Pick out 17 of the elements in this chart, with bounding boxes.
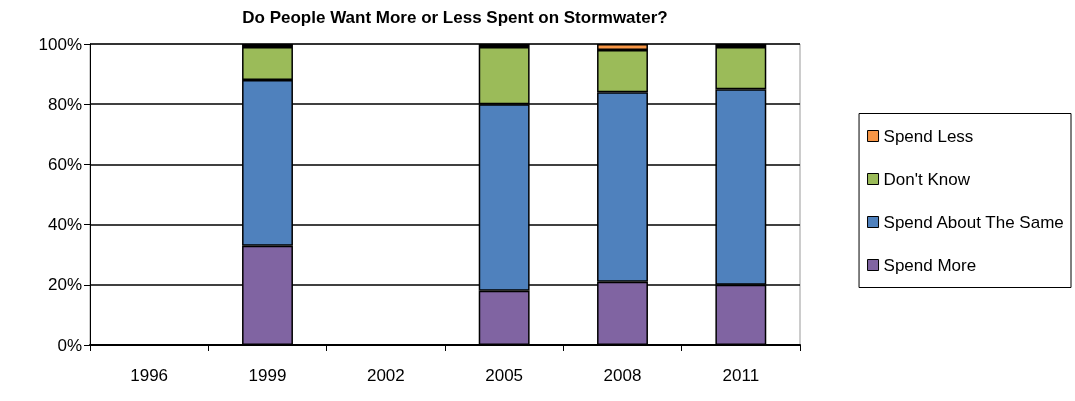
y-tick-label: 20% (47, 275, 82, 295)
x-tick-label: 1999 (248, 366, 287, 385)
x-tick-label: 2005 (485, 366, 524, 385)
legend-label: Spend More (883, 255, 977, 275)
x-tick-label: 1996 (130, 366, 169, 385)
legend-label: Spend About The Same (883, 212, 1064, 232)
y-tick-label: 60% (47, 154, 82, 174)
legend-label: Spend Less (883, 126, 974, 146)
chart-title: Do People Want More or Less Spent on Stormwater? (242, 8, 668, 27)
y-tick-label: 100% (38, 34, 82, 54)
y-tick-label: 0% (57, 335, 82, 355)
legend-label: Don't Know (883, 169, 971, 189)
x-tick-label: 2011 (722, 366, 760, 385)
y-tick-label: 40% (47, 215, 82, 235)
x-tick-label: 2008 (603, 366, 642, 385)
y-tick-label: 80% (47, 94, 82, 114)
x-tick-label: 2002 (366, 366, 405, 385)
